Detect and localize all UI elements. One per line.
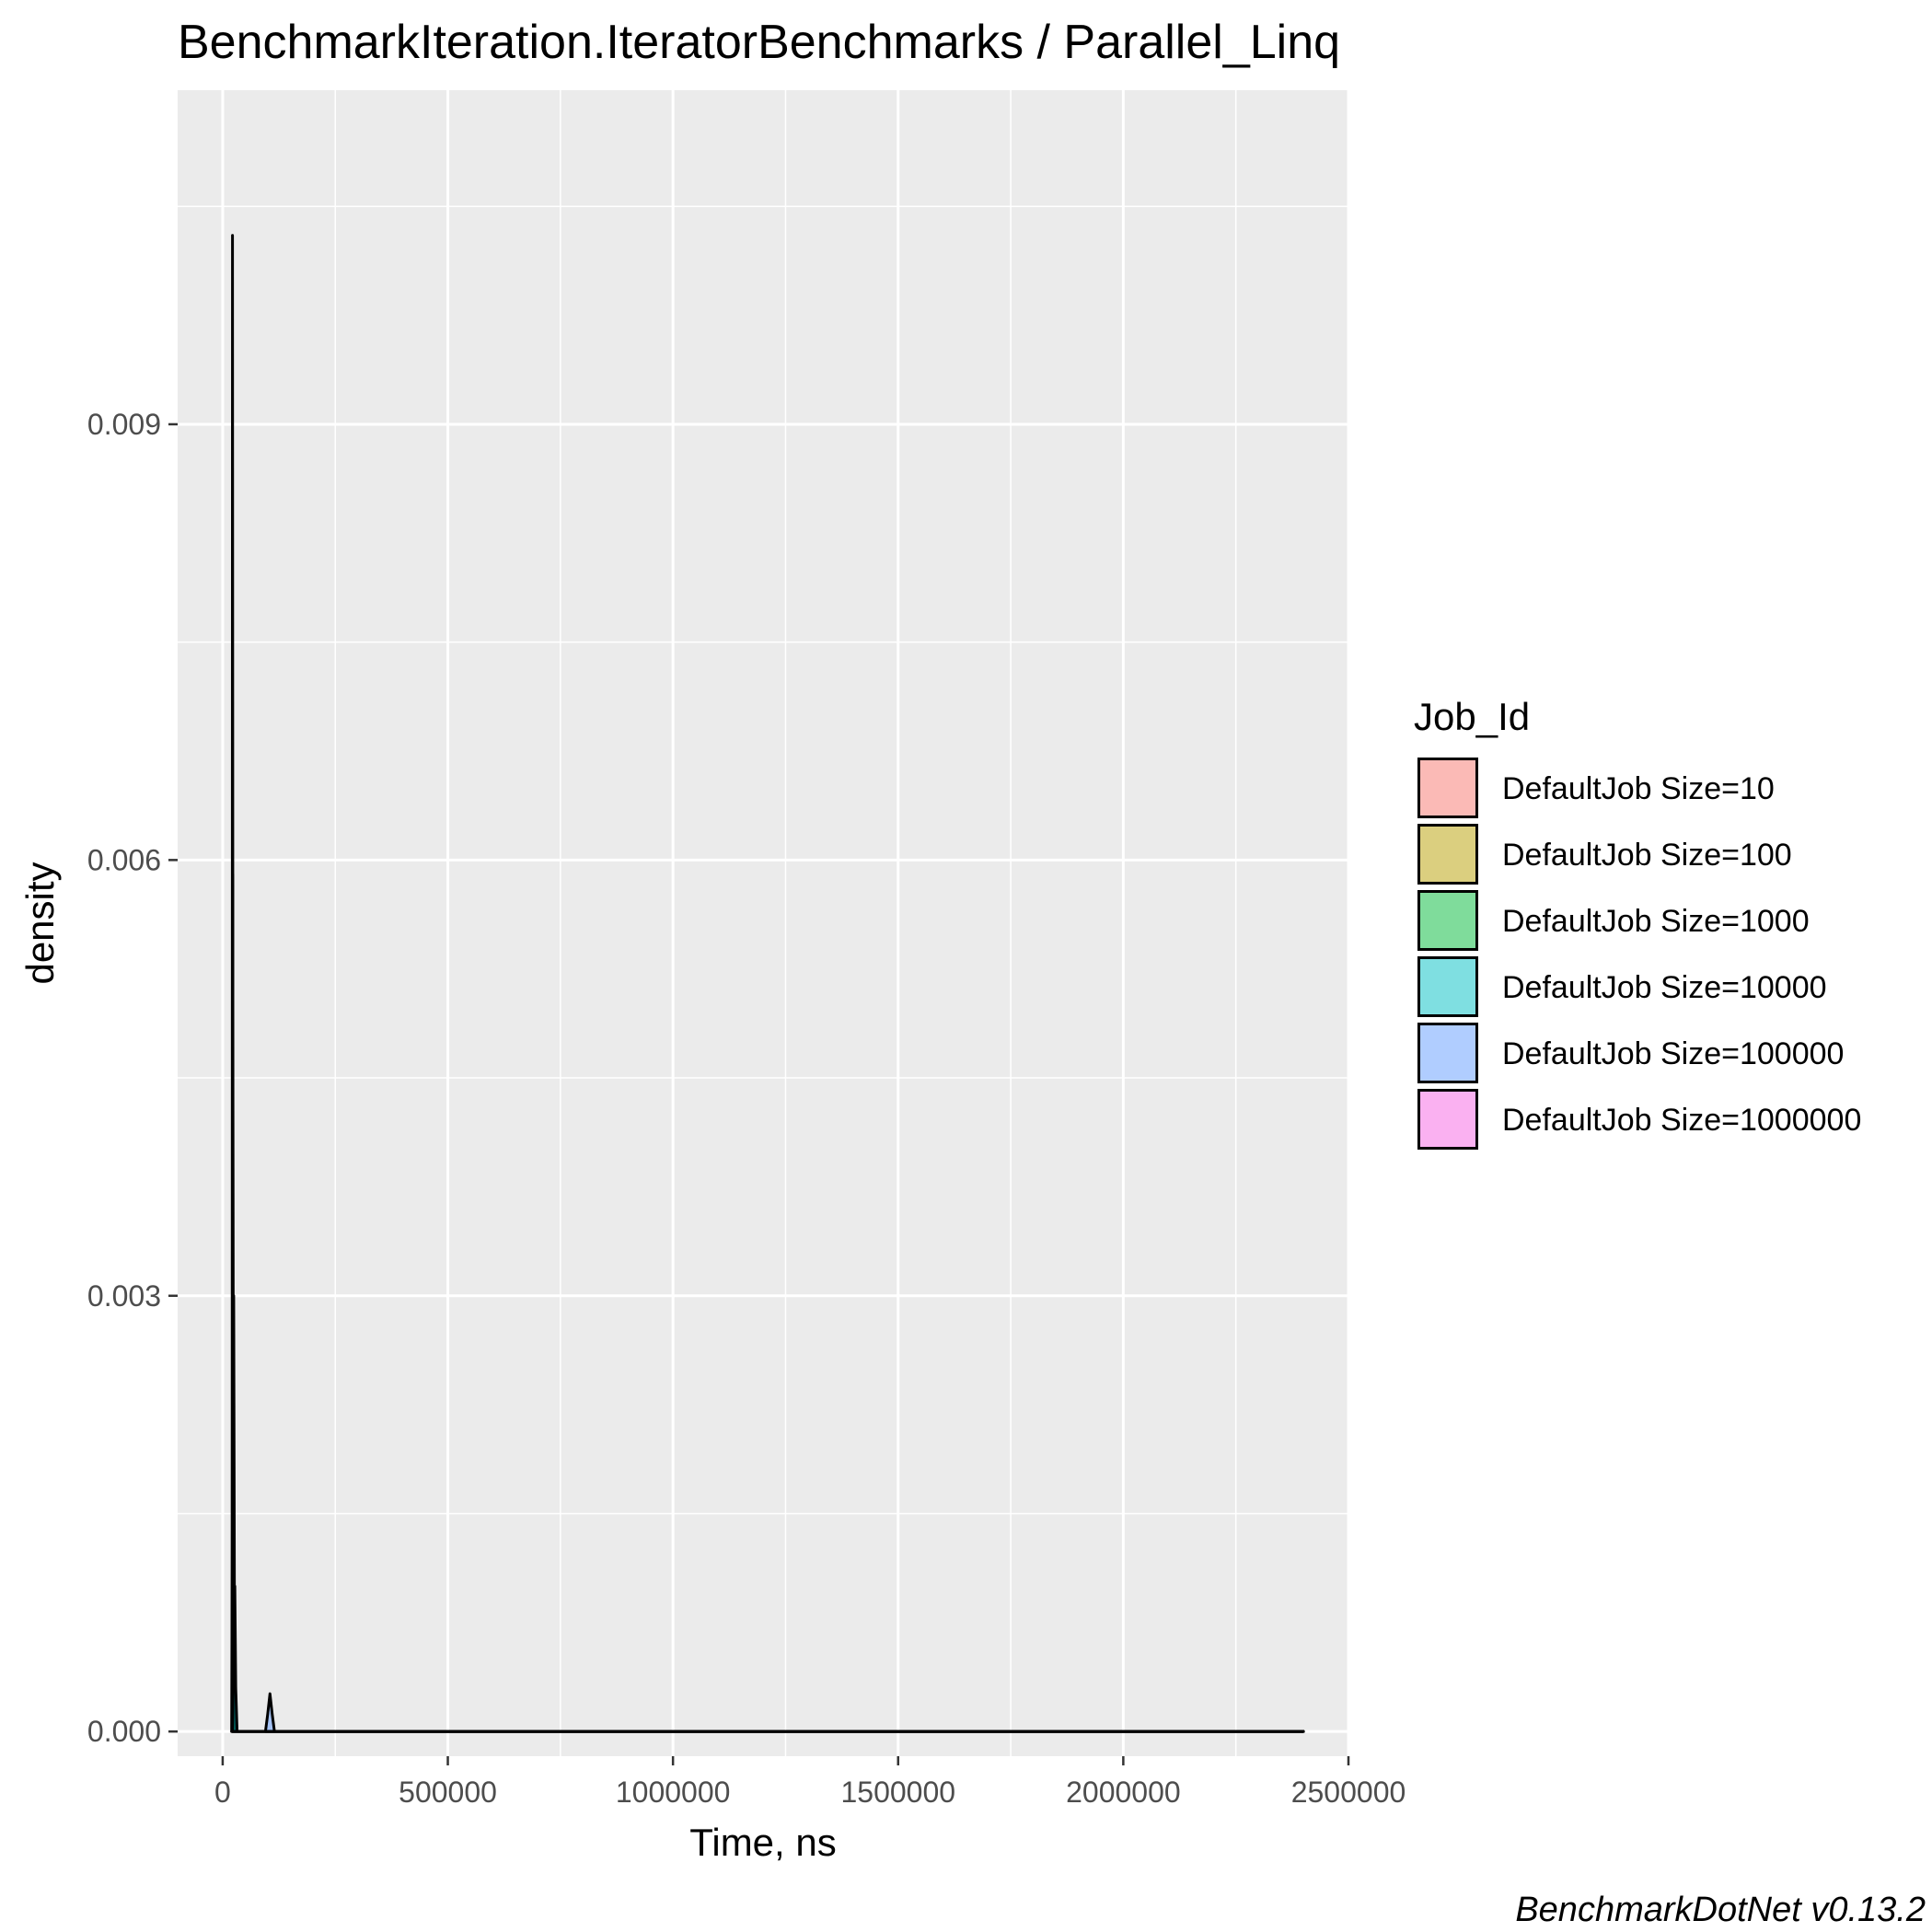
x-tick-label: 1000000 <box>616 1776 731 1809</box>
legend-key <box>1417 1023 1478 1083</box>
legend-label: DefaultJob Size=10 <box>1502 771 1775 806</box>
x-axis: 0 500000 1000000 1500000 2000000 2500000 <box>214 1756 1406 1809</box>
legend: Job_Id DefaultJob Size=10 DefaultJob Size… <box>1414 695 1861 1150</box>
chart-title: BenchmarkIteration.IteratorBenchmarks / … <box>178 16 1340 69</box>
legend-key <box>1417 758 1478 818</box>
x-tick-label: 2500000 <box>1291 1776 1406 1809</box>
y-tick-label: 0.009 <box>87 408 161 441</box>
x-tick-label: 1500000 <box>840 1776 955 1809</box>
legend-key <box>1417 890 1478 951</box>
legend-label: DefaultJob Size=100 <box>1502 838 1792 873</box>
y-tick-label: 0.003 <box>87 1279 161 1313</box>
legend-key <box>1417 956 1478 1017</box>
x-tick-label: 500000 <box>399 1776 497 1809</box>
minor-gridlines <box>178 90 1348 1756</box>
legend-title: Job_Id <box>1414 695 1530 738</box>
y-axis: 0.000 0.003 0.006 0.009 <box>87 408 178 1748</box>
caption: BenchmarkDotNet v0.13.2 <box>1515 1891 1926 1929</box>
legend-label: DefaultJob Size=100000 <box>1502 1036 1844 1071</box>
legend-key <box>1417 1089 1478 1150</box>
major-gridlines <box>178 90 1350 1756</box>
legend-label: DefaultJob Size=1000000 <box>1502 1103 1861 1138</box>
density-series <box>230 234 1305 1733</box>
y-axis-title: density <box>18 862 62 984</box>
y-tick-label: 0.006 <box>87 843 161 876</box>
legend-key <box>1417 824 1478 885</box>
legend-label: DefaultJob Size=10000 <box>1502 970 1827 1005</box>
plot-panel <box>178 90 1348 1756</box>
x-tick-label: 0 <box>214 1776 231 1809</box>
x-tick-label: 2000000 <box>1066 1776 1181 1809</box>
x-axis-title: Time, ns <box>689 1821 836 1864</box>
y-tick-label: 0.000 <box>87 1715 161 1748</box>
legend-label: DefaultJob Size=1000 <box>1502 904 1810 939</box>
